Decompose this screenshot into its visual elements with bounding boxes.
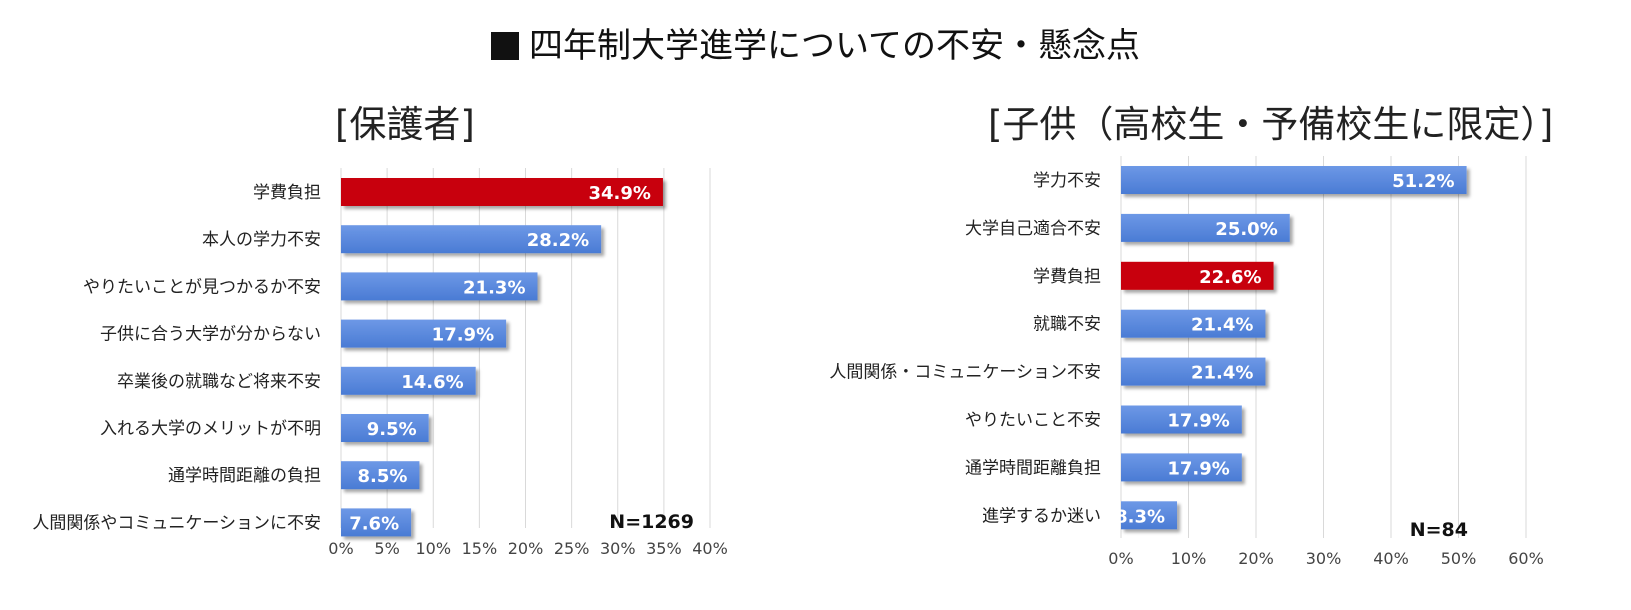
parent-chart-title: [保護者] bbox=[335, 103, 475, 146]
parent-bar bbox=[341, 366, 476, 395]
child-bar bbox=[1121, 405, 1242, 434]
child-category-label: 大学自己適合不安 bbox=[965, 219, 1101, 239]
child-value-label: 17.9% bbox=[1167, 458, 1229, 479]
parent-tick-label: 30% bbox=[600, 539, 636, 558]
parent-n-label: N=1269 bbox=[609, 511, 694, 533]
child-category-label: 学費負担 bbox=[1033, 267, 1101, 287]
child-bar bbox=[1121, 453, 1242, 482]
parent-bar bbox=[341, 508, 412, 537]
parent-value-label: 7.6% bbox=[349, 513, 399, 534]
child-category-label: やりたいこと不安 bbox=[965, 411, 1101, 431]
child-value-label: 21.4% bbox=[1191, 315, 1253, 336]
child-bar bbox=[1121, 357, 1266, 386]
parent-category-label: 本人の学力不安 bbox=[202, 230, 321, 250]
child-bar bbox=[1121, 309, 1266, 338]
parent-bar bbox=[341, 319, 507, 348]
child-value-label: 21.4% bbox=[1191, 363, 1253, 384]
parent-value-label: 14.6% bbox=[401, 372, 463, 393]
child-value-label: 51.2% bbox=[1392, 171, 1454, 192]
child-value-label: 17.9% bbox=[1167, 411, 1229, 432]
main-title: 四年制大学進学についての不安・懸念点 bbox=[0, 18, 1631, 67]
child-category-label: 人間関係・コミュニケーション不安 bbox=[829, 363, 1101, 383]
child-tick-label: 0% bbox=[1108, 549, 1133, 568]
child-bar bbox=[1121, 213, 1290, 242]
parent-bar bbox=[341, 225, 602, 254]
child-tick-label: 20% bbox=[1238, 549, 1274, 568]
child-category-label: 通学時間距離負担 bbox=[965, 458, 1101, 478]
child-bar bbox=[1121, 166, 1467, 194]
parent-tick-label: 35% bbox=[646, 539, 682, 558]
child-tick-label: 40% bbox=[1373, 549, 1409, 568]
parent-bar bbox=[341, 414, 429, 442]
child-bar bbox=[1121, 261, 1274, 290]
parent-bar bbox=[341, 461, 420, 490]
parent-value-label: 17.9% bbox=[432, 325, 494, 346]
parent-category-label: 通学時間距離の負担 bbox=[168, 466, 321, 486]
parent-bar bbox=[341, 178, 663, 206]
parent-tick-label: 15% bbox=[462, 539, 498, 558]
parent-category-label: 入れる大学のメリットが不明 bbox=[100, 419, 321, 439]
child-tick-label: 60% bbox=[1508, 549, 1544, 568]
parent-value-label: 28.2% bbox=[527, 230, 589, 251]
parent-tick-label: 25% bbox=[554, 539, 590, 558]
child-category-label: 就職不安 bbox=[1033, 315, 1101, 335]
parent-value-label: 9.5% bbox=[367, 419, 417, 440]
child-category-label: 進学するか迷い bbox=[982, 506, 1101, 526]
parent-category-label: やりたいことが見つかるか不安 bbox=[83, 277, 321, 297]
parent-value-label: 8.5% bbox=[357, 466, 407, 487]
main-title-text: 四年制大学進学についての不安・懸念点 bbox=[529, 26, 1140, 66]
child-category-label: 学力不安 bbox=[1033, 171, 1101, 191]
parent-bar-chart: 0% 5% 10% 15% 20% 25% 30% 35% 40% 学費負担 34.9% 本人の学力不… bbox=[32, 168, 728, 558]
child-chart-title: [子供（高校生・予備校生に限定）] bbox=[988, 103, 1554, 146]
child-n-label: N=84 bbox=[1410, 519, 1468, 541]
child-value-label: 8.3% bbox=[1115, 506, 1165, 527]
child-tick-label: 10% bbox=[1171, 549, 1207, 568]
parent-tick-label: 10% bbox=[415, 539, 451, 558]
square-bullet-icon bbox=[491, 32, 519, 60]
parent-category-label: 人間関係やコミュニケーションに不安 bbox=[32, 513, 321, 533]
parent-category-label: 学費負担 bbox=[253, 183, 321, 203]
parent-tick-label: 0% bbox=[328, 539, 353, 558]
child-value-label: 22.6% bbox=[1199, 267, 1261, 288]
child-tick-label: 50% bbox=[1441, 549, 1477, 568]
parent-tick-label: 40% bbox=[692, 539, 728, 558]
parent-tick-label: 20% bbox=[508, 539, 544, 558]
parent-category-label: 子供に合う大学が分からない bbox=[100, 325, 321, 345]
parent-value-label: 21.3% bbox=[463, 277, 525, 298]
parent-value-label: 34.9% bbox=[588, 183, 650, 204]
parent-tick-label: 5% bbox=[374, 539, 399, 558]
child-tick-label: 30% bbox=[1306, 549, 1342, 568]
parent-bar bbox=[341, 272, 538, 301]
child-bar-chart: 0% 10% 20% 30% 40% 50% 60% 学力不安 51.2% 大学自己適合不安 25.… bbox=[829, 156, 1544, 568]
child-bar bbox=[1121, 501, 1178, 530]
child-value-label: 25.0% bbox=[1215, 219, 1277, 240]
parent-category-label: 卒業後の就職など将来不安 bbox=[117, 372, 321, 392]
